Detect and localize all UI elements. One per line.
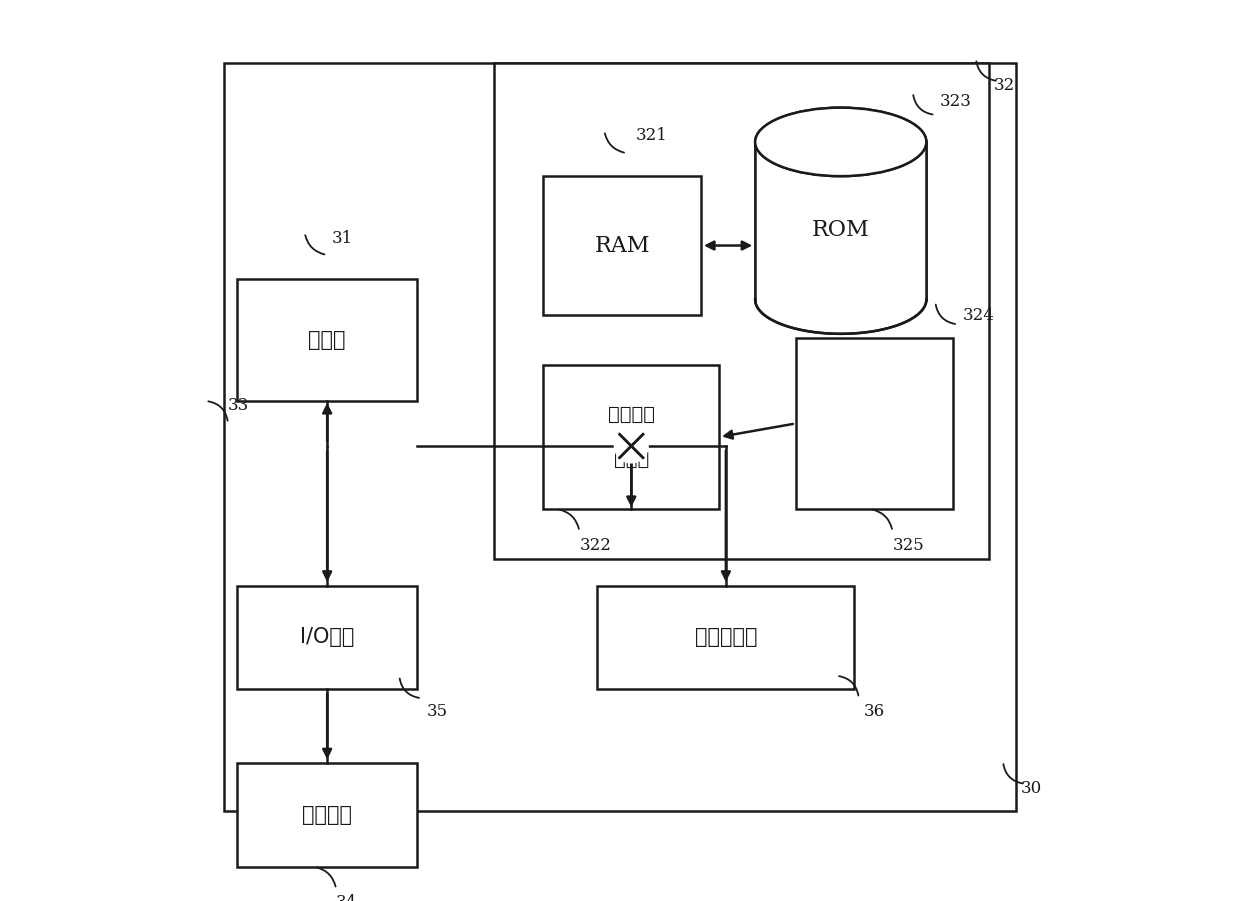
Text: RAM: RAM [594, 234, 650, 257]
Text: 325: 325 [893, 537, 924, 553]
Text: 322: 322 [579, 537, 611, 553]
Text: 33: 33 [228, 397, 249, 414]
Text: 36: 36 [863, 704, 884, 720]
FancyBboxPatch shape [796, 338, 954, 509]
Text: 30: 30 [1021, 780, 1042, 796]
Text: 外部设备: 外部设备 [303, 805, 352, 825]
Text: I/O接口: I/O接口 [300, 627, 355, 648]
FancyBboxPatch shape [223, 63, 1017, 811]
Ellipse shape [755, 107, 926, 177]
Circle shape [614, 429, 649, 463]
Text: 32: 32 [994, 77, 1016, 94]
FancyBboxPatch shape [816, 365, 934, 482]
FancyBboxPatch shape [543, 365, 719, 509]
FancyBboxPatch shape [543, 176, 701, 315]
Text: 35: 35 [427, 704, 448, 720]
FancyBboxPatch shape [237, 586, 418, 689]
Text: 323: 323 [940, 93, 972, 110]
Ellipse shape [755, 107, 926, 177]
Text: 网络适配器: 网络适配器 [694, 627, 758, 648]
Text: 324: 324 [962, 307, 994, 323]
FancyBboxPatch shape [755, 141, 926, 299]
FancyBboxPatch shape [237, 763, 418, 867]
Text: 处理器: 处理器 [309, 330, 346, 350]
Text: 高速缓存: 高速缓存 [608, 405, 655, 424]
Text: 存储器: 存储器 [614, 450, 649, 469]
Text: 321: 321 [636, 127, 667, 143]
FancyBboxPatch shape [598, 586, 854, 689]
FancyBboxPatch shape [237, 279, 418, 401]
Text: ROM: ROM [812, 219, 869, 241]
FancyBboxPatch shape [806, 351, 944, 496]
Text: 34: 34 [336, 895, 357, 901]
Text: 31: 31 [331, 231, 353, 247]
FancyBboxPatch shape [494, 63, 990, 559]
